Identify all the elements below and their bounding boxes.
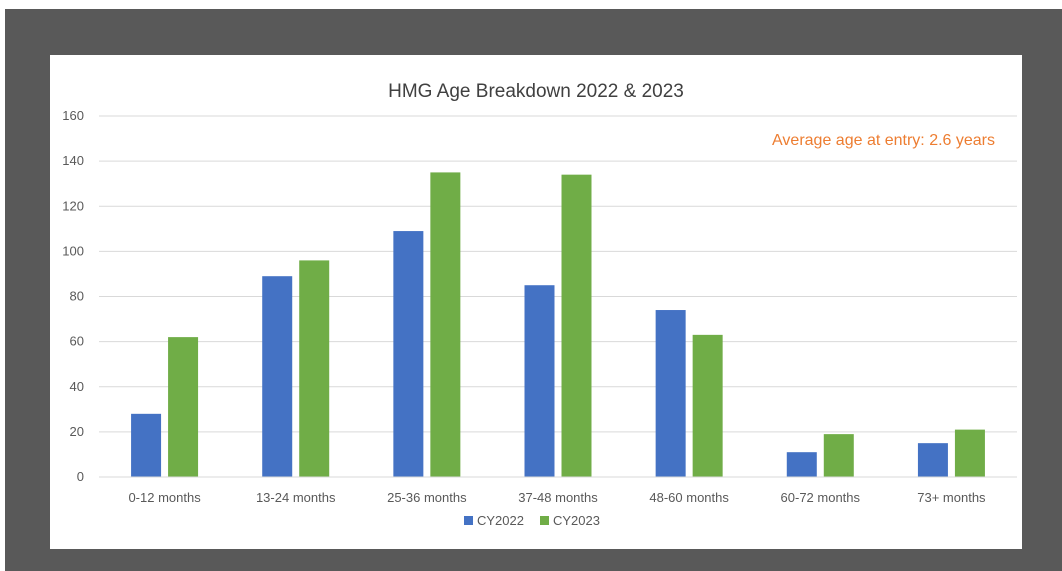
y-axis-ticks: 0 20 40 60 80 100 120 140 160 — [62, 108, 84, 484]
chart-annotation: Average age at entry: 2.6 years — [772, 132, 995, 149]
legend: CY2022 CY2023 — [464, 513, 600, 528]
legend-swatch-cy2022 — [464, 516, 473, 525]
y-tick-label: 100 — [62, 243, 84, 258]
bar-cy2023-5 — [692, 334, 723, 477]
y-tick-label: 160 — [62, 108, 84, 123]
bars — [131, 172, 985, 477]
bar-cy2022-3 — [393, 231, 424, 477]
y-tick-label: 140 — [62, 153, 84, 168]
chart-card: HMG Age Breakdown 2022 & 2023 Average ag… — [50, 55, 1022, 549]
bar-cy2022-1 — [131, 413, 162, 477]
bar-cy2023-7 — [954, 429, 985, 477]
y-tick-label: 40 — [70, 379, 84, 394]
bar-chart: HMG Age Breakdown 2022 & 2023 Average ag… — [62, 81, 1017, 528]
bar-cy2023-6 — [823, 434, 854, 477]
bar-cy2022-2 — [262, 276, 293, 477]
x-tick-label: 48-60 months — [649, 490, 729, 505]
window-frame: HMG Age Breakdown 2022 & 2023 Average ag… — [5, 9, 1062, 571]
gridlines — [99, 115, 1017, 433]
y-tick-label: 80 — [70, 289, 84, 304]
chart-title: HMG Age Breakdown 2022 & 2023 — [388, 81, 684, 102]
bar-cy2022-6 — [786, 452, 817, 477]
bar-cy2022-4 — [524, 285, 555, 477]
bar-cy2022-5 — [655, 310, 686, 477]
x-tick-label: 25-36 months — [387, 490, 467, 505]
y-tick-label: 60 — [70, 334, 84, 349]
x-tick-label: 13-24 months — [256, 490, 336, 505]
y-tick-label: 0 — [77, 469, 84, 484]
x-axis-ticks: 0-12 months 13-24 months 25-36 months 37-48… — [128, 490, 986, 505]
bar-cy2023-3 — [430, 172, 461, 477]
x-tick-label: 73+ months — [917, 490, 986, 505]
bar-cy2022-7 — [917, 443, 948, 477]
legend-label-cy2022: CY2022 — [477, 513, 524, 528]
x-tick-label: 0-12 months — [128, 490, 201, 505]
y-tick-label: 120 — [62, 198, 84, 213]
legend-label-cy2023: CY2023 — [553, 513, 600, 528]
legend-swatch-cy2023 — [540, 516, 549, 525]
bar-cy2023-1 — [168, 337, 199, 477]
bar-cy2023-2 — [299, 260, 330, 477]
x-tick-label: 37-48 months — [518, 490, 598, 505]
x-tick-label: 60-72 months — [781, 490, 861, 505]
bar-cy2023-4 — [561, 174, 592, 477]
y-tick-label: 20 — [70, 424, 84, 439]
